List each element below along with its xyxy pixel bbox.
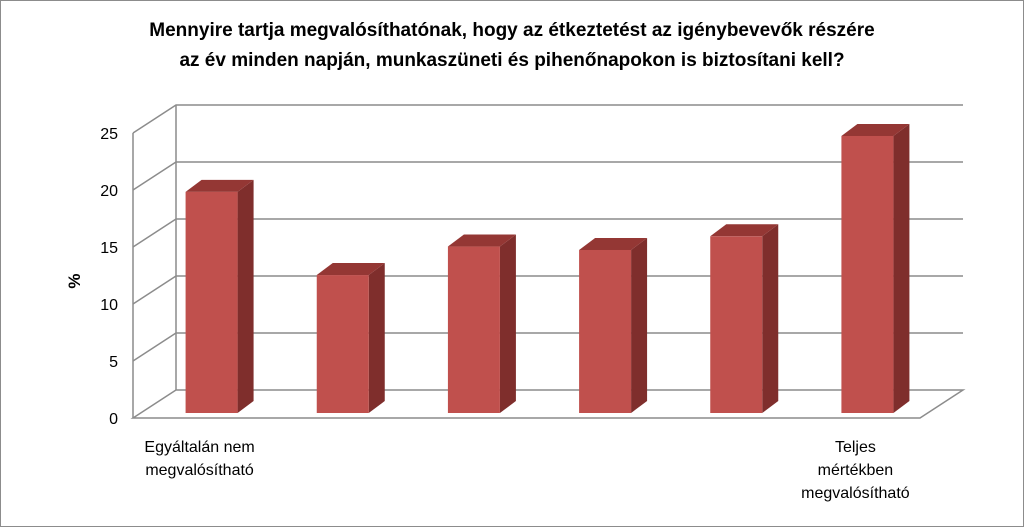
bar-top xyxy=(841,123,910,136)
chart-title-line-1: Mennyire tartja megvalósíthatónak, hogy … xyxy=(149,20,874,41)
bar-top xyxy=(316,263,385,276)
gridline xyxy=(132,161,963,191)
bar-front xyxy=(579,249,632,413)
bar-top xyxy=(710,224,779,237)
gridline xyxy=(132,332,963,362)
bar xyxy=(185,179,254,413)
bars xyxy=(185,123,910,414)
bar-side xyxy=(499,234,516,413)
bar-front xyxy=(841,135,894,414)
bar-front xyxy=(710,236,763,413)
y-tick-label: 20 xyxy=(100,183,118,200)
gridlines xyxy=(130,104,966,419)
bar xyxy=(710,224,779,413)
category-label: Teljes mértékben megvalósítható xyxy=(801,439,910,502)
y-axis-label: % xyxy=(65,273,84,288)
bar xyxy=(316,263,385,413)
y-tick-label: 15 xyxy=(100,240,118,257)
gridline xyxy=(132,104,963,134)
category-label: Egyáltalán nem megvalósítható xyxy=(144,439,254,479)
category-labels: Egyáltalán nem megvalósítható Teljes mérték… xyxy=(144,439,909,502)
chart-title-line-2: az év minden napján, munkaszüneti és pih… xyxy=(179,50,844,71)
y-tick-label: 25 xyxy=(100,126,118,143)
y-tick-labels: 0 5 10 15 20 25 xyxy=(100,126,118,428)
y-tick-label: 0 xyxy=(109,411,118,428)
bar xyxy=(841,123,910,414)
bar xyxy=(579,237,648,413)
y-tick-label: 10 xyxy=(100,297,118,314)
bar-side xyxy=(368,263,385,413)
bar-side xyxy=(893,123,910,413)
y-tick-label: 5 xyxy=(109,354,118,371)
bar-front xyxy=(447,246,500,413)
gridline xyxy=(132,275,963,305)
chart-title: Mennyire tartja megvalósíthatónak, hogy … xyxy=(149,20,874,71)
bar-front xyxy=(316,275,369,413)
gridline xyxy=(132,218,963,248)
bar-top xyxy=(579,237,648,250)
bar xyxy=(447,234,516,413)
bar-side xyxy=(237,179,254,413)
bar-top xyxy=(185,179,254,192)
floor xyxy=(130,389,966,419)
bar-front xyxy=(185,191,238,413)
bar-side xyxy=(631,237,648,413)
bar-top xyxy=(447,234,516,247)
bar-side xyxy=(762,224,779,413)
